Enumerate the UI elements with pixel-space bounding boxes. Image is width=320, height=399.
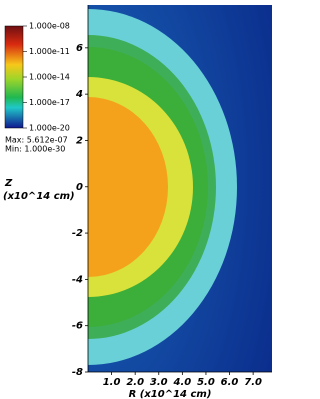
max-label: Max: 5.612e-07 [5,136,68,145]
x-tick-label: 6.0 [221,377,239,388]
y-tick-label: 6 [76,43,83,54]
x-tick-label: 1.0 [103,377,121,388]
colorbar-tick-label: 1.000e-20 [29,124,70,133]
y-axis-unit: (x10^14 cm) [3,191,75,202]
x-tick-label: 7.0 [244,377,262,388]
x-axis-label: R (x10^14 cm) [129,389,212,399]
y-tick-label: -2 [72,228,83,239]
min-label: Min: 1.000e-30 [5,145,65,154]
y-tick-label: 4 [75,89,83,100]
density-field [88,5,272,372]
chart: Max: 5.612e-07 Min: 1.000e-30 Z (x10^14 … [3,5,272,399]
colorbar-tick-label: 1.000e-08 [29,22,70,31]
y-tick-label: -4 [72,274,83,285]
colorbar-tick-label: 1.000e-17 [29,98,70,107]
y-tick-label: -8 [72,367,83,378]
x-tick-label: 2.0 [126,377,144,388]
colorbar-tick-label: 1.000e-14 [29,73,70,82]
x-tick-label: 3.0 [150,377,168,388]
colorbar-tick-label: 1.000e-11 [29,47,70,56]
y-axis-label: Z [4,178,13,189]
x-tick-label: 5.0 [197,377,215,388]
colorbar [4,25,24,129]
y-tick-label: 2 [76,135,83,146]
y-tick-label: 0 [76,182,83,193]
x-tick-label: 4.0 [172,377,191,388]
y-tick-label: -6 [72,321,83,332]
